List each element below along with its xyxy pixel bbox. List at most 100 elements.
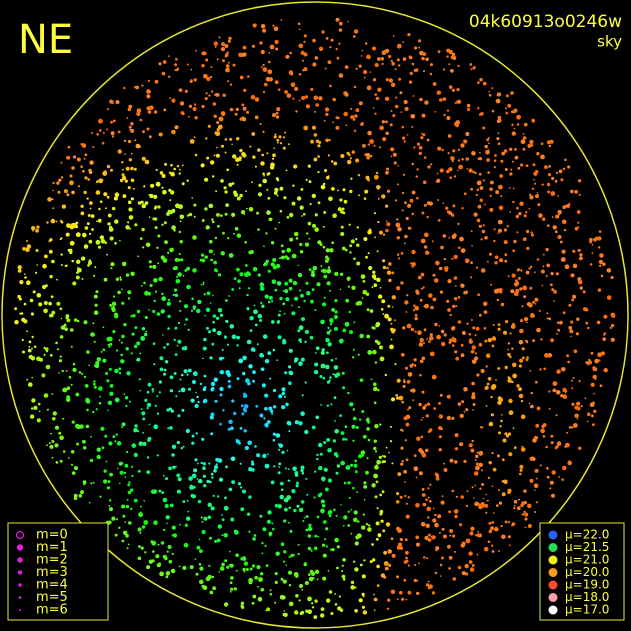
star <box>507 352 511 357</box>
star <box>221 562 225 567</box>
star <box>425 498 428 502</box>
star <box>90 435 92 438</box>
star <box>252 594 257 599</box>
star <box>405 458 409 462</box>
star <box>530 313 535 318</box>
star <box>172 293 175 297</box>
star <box>388 451 390 454</box>
star <box>225 203 230 208</box>
star <box>254 575 259 580</box>
star <box>72 367 77 372</box>
star <box>567 165 571 169</box>
star <box>327 570 330 572</box>
star <box>251 601 255 605</box>
star <box>251 462 254 466</box>
star <box>378 294 383 299</box>
star <box>340 225 344 229</box>
star <box>244 404 249 409</box>
star <box>508 544 511 547</box>
star <box>194 153 198 157</box>
star <box>353 510 358 515</box>
star <box>252 537 256 541</box>
star <box>272 527 275 531</box>
star <box>598 259 604 265</box>
star <box>289 212 294 218</box>
star <box>421 390 425 394</box>
star <box>178 473 181 476</box>
star <box>29 298 34 303</box>
star <box>171 453 175 457</box>
star <box>308 573 311 576</box>
star <box>265 564 269 567</box>
star <box>106 128 109 131</box>
star <box>167 298 171 302</box>
star <box>76 424 81 430</box>
star <box>82 169 85 173</box>
star <box>453 254 458 260</box>
star <box>369 309 374 313</box>
star <box>154 404 157 407</box>
star <box>23 319 28 324</box>
star <box>282 146 286 150</box>
star <box>17 265 22 270</box>
star <box>174 266 178 270</box>
star <box>287 479 290 482</box>
star <box>162 497 168 503</box>
star <box>226 565 230 569</box>
star <box>153 194 158 199</box>
star <box>352 408 355 411</box>
star <box>360 55 363 57</box>
star <box>224 212 228 216</box>
star <box>342 246 346 251</box>
star <box>284 371 288 375</box>
star <box>137 255 140 258</box>
star <box>429 499 432 503</box>
star <box>288 556 291 559</box>
star <box>503 330 507 335</box>
star <box>418 562 420 565</box>
star <box>246 207 248 210</box>
star <box>316 457 319 461</box>
star <box>507 103 512 108</box>
star <box>556 441 562 446</box>
star <box>60 161 63 164</box>
star <box>403 469 407 474</box>
star <box>304 95 308 99</box>
star <box>37 402 41 406</box>
star <box>144 551 147 554</box>
star <box>259 413 264 418</box>
star <box>475 462 479 466</box>
star <box>196 308 201 314</box>
star <box>529 139 534 145</box>
star <box>277 313 281 317</box>
star <box>132 314 136 318</box>
star <box>175 465 177 468</box>
star <box>148 260 152 264</box>
star <box>537 203 541 207</box>
star <box>117 290 121 295</box>
star <box>155 181 161 187</box>
star <box>366 156 371 160</box>
star <box>248 495 252 499</box>
star <box>555 272 559 276</box>
star <box>130 352 133 355</box>
star <box>441 495 444 498</box>
star <box>521 305 524 308</box>
star <box>479 152 481 154</box>
star <box>540 338 543 341</box>
star <box>205 137 208 140</box>
star <box>51 198 54 201</box>
star <box>511 160 514 163</box>
star <box>266 188 269 191</box>
star <box>379 230 383 235</box>
star <box>311 425 316 430</box>
star <box>169 247 174 253</box>
star <box>497 323 501 327</box>
star <box>416 196 419 200</box>
star <box>420 238 426 244</box>
star <box>144 398 148 402</box>
star <box>365 523 369 526</box>
star <box>275 47 279 51</box>
star <box>170 190 175 195</box>
star <box>403 99 408 105</box>
